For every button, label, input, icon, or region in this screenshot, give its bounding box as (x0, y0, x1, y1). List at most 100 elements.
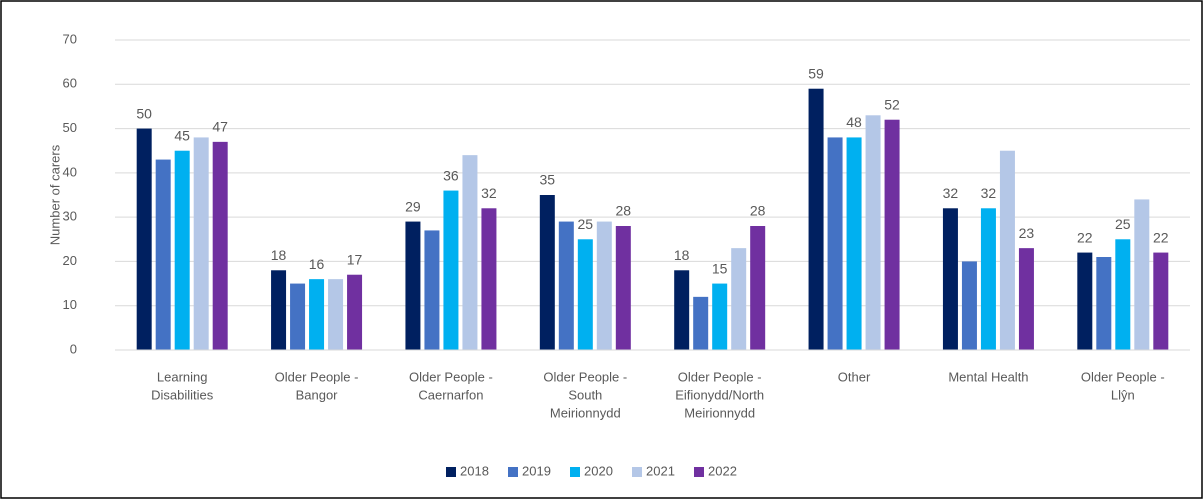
data-label: 22 (1153, 229, 1169, 245)
data-label: 35 (540, 172, 556, 188)
bar (846, 137, 862, 350)
legend-swatch (446, 467, 456, 477)
y-tick-label: 40 (63, 164, 77, 179)
bar (1096, 257, 1112, 350)
legend-label: 2021 (646, 463, 675, 478)
x-tick-label: Llŷn (1111, 387, 1135, 402)
y-tick-label: 30 (63, 209, 77, 224)
y-tick-label: 60 (63, 76, 77, 91)
bar (1153, 252, 1169, 350)
data-label: 29 (405, 198, 421, 214)
y-tick-label: 0 (70, 341, 77, 356)
bar (884, 119, 900, 350)
data-label: 36 (443, 167, 459, 183)
bar (961, 261, 977, 350)
bar (347, 274, 363, 350)
bar (693, 296, 709, 350)
legend-label: 2018 (460, 463, 489, 478)
bar (290, 283, 306, 350)
data-label: 18 (674, 247, 690, 263)
bar (674, 270, 690, 350)
data-label: 16 (309, 256, 325, 272)
data-label: 50 (136, 105, 152, 121)
data-label: 18 (271, 247, 287, 263)
bar (808, 88, 824, 350)
bar (865, 115, 881, 351)
data-label: 23 (1019, 225, 1035, 241)
legend-swatch (694, 467, 704, 477)
bar (405, 221, 421, 350)
x-tick-label: Other (838, 369, 871, 384)
legend-swatch (508, 467, 518, 477)
data-label: 47 (212, 119, 228, 135)
x-tick-label: Caernarfon (418, 387, 483, 402)
legend-swatch (570, 467, 580, 477)
x-tick-label: Meirionnydd (550, 405, 621, 420)
bar (577, 239, 593, 350)
x-tick-label: Disabilities (151, 387, 214, 402)
y-tick-label: 50 (63, 120, 77, 135)
y-tick-label: 70 (63, 31, 77, 46)
x-tick-label: Older People - (1081, 369, 1165, 384)
data-label: 32 (943, 185, 959, 201)
bar (212, 141, 228, 350)
bar (827, 137, 843, 350)
data-label: 15 (712, 260, 728, 276)
data-label: 28 (750, 203, 766, 219)
bar (615, 226, 631, 350)
bar (539, 195, 555, 350)
bar (1077, 252, 1093, 350)
legend-label: 2019 (522, 463, 551, 478)
data-label: 59 (808, 65, 824, 81)
bar (999, 150, 1015, 350)
data-label: 45 (174, 127, 190, 143)
bar (596, 221, 612, 350)
y-tick-label: 10 (63, 297, 77, 312)
bar (174, 150, 190, 350)
data-label: 25 (1115, 216, 1131, 232)
x-tick-label: Older People - (543, 369, 627, 384)
data-label: 22 (1077, 229, 1093, 245)
x-tick-label: Eifionydd/North (675, 387, 764, 402)
data-label: 17 (347, 251, 363, 267)
bar (750, 226, 766, 350)
x-tick-label: Older People - (275, 369, 359, 384)
bar (481, 208, 497, 350)
bar (980, 208, 996, 350)
data-label: 32 (981, 185, 997, 201)
bar (424, 230, 440, 350)
data-label: 48 (846, 114, 862, 130)
legend-label: 2022 (708, 463, 737, 478)
x-tick-label: Bangor (296, 387, 339, 402)
bar (712, 283, 728, 350)
bar (443, 190, 459, 350)
legend-label: 2020 (584, 463, 613, 478)
bar (462, 155, 478, 350)
x-tick-label: Learning (157, 369, 208, 384)
legend-swatch (632, 467, 642, 477)
bar (942, 208, 958, 350)
bar (1134, 199, 1150, 350)
bar (1018, 248, 1034, 350)
data-label: 32 (481, 185, 497, 201)
x-tick-label: South (568, 387, 602, 402)
bar (193, 137, 209, 350)
x-tick-label: Mental Health (948, 369, 1028, 384)
bar (309, 279, 325, 350)
bar (271, 270, 287, 350)
bar (731, 248, 747, 350)
bar (1115, 239, 1131, 350)
bar (558, 221, 574, 350)
data-label: 52 (884, 96, 900, 112)
x-tick-label: Older People - (678, 369, 762, 384)
bar (328, 279, 344, 350)
data-label: 25 (578, 216, 594, 232)
x-tick-label: Meirionnydd (684, 405, 755, 420)
bar (155, 159, 171, 350)
data-label: 28 (616, 203, 632, 219)
y-tick-label: 20 (63, 253, 77, 268)
x-tick-label: Older People - (409, 369, 493, 384)
bar (136, 128, 152, 350)
y-axis-label: Number of carers (47, 144, 62, 245)
